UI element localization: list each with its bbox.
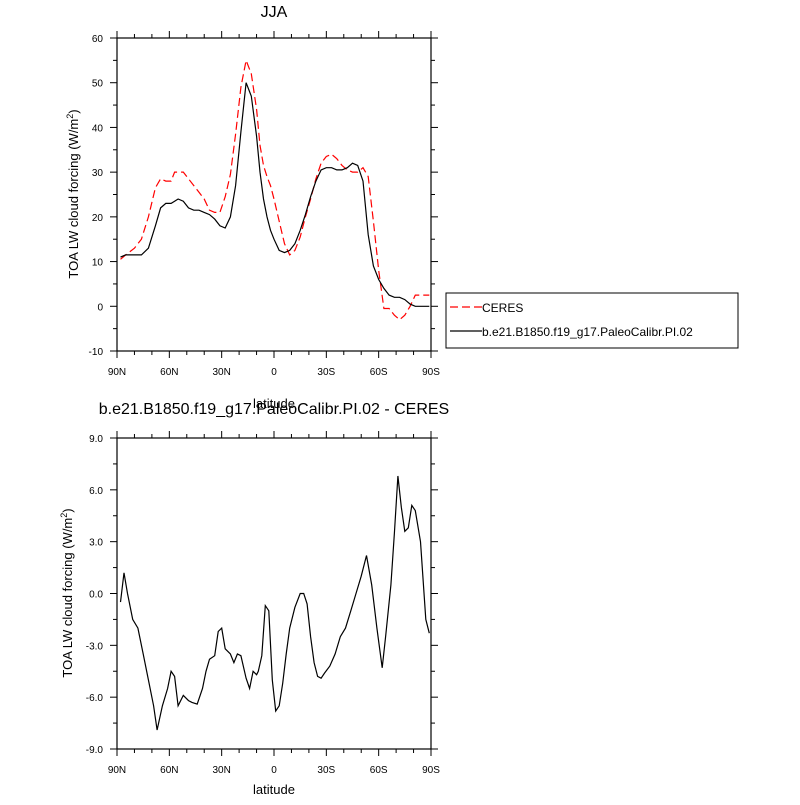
x-tick-label: 30N	[212, 765, 230, 776]
x-tick-label: 30S	[317, 367, 335, 378]
x-tick-label: 30S	[317, 765, 335, 776]
plot-frame	[116, 37, 432, 352]
x-tick-label: 60N	[160, 765, 178, 776]
upper-panel: JJA -10 0 10 20 30 40 50 60 90N 60N 30N 0 30S 60S 90S la…	[65, 4, 739, 411]
y-tick-label: 60	[92, 34, 104, 45]
x-axis-label: latitude	[253, 782, 295, 797]
y-tick-label: 0.0	[89, 590, 103, 601]
x-tick-label: 30N	[212, 367, 230, 378]
x-tick-label: 60N	[160, 367, 178, 378]
y-tick-label: 6.0	[89, 486, 103, 497]
series-line-1	[120, 82, 430, 307]
y-axis-label: TOA LW cloud forcing (W/m2)	[65, 109, 81, 278]
y-tick-label: -6.0	[86, 693, 104, 704]
x-tick-label: 0	[271, 367, 277, 378]
x-tick-label: 60S	[370, 765, 388, 776]
y-tick-label: -10	[89, 347, 104, 358]
x-tick-label: 90N	[108, 765, 126, 776]
legend-label-1: b.e21.B1850.f19_g17.PaleoCalibr.PI.02	[482, 325, 693, 339]
lower-panel: b.e21.B1850.f19_g17.PaleoCalibr.PI.02 - …	[59, 401, 449, 797]
x-tick-label: 90N	[108, 367, 126, 378]
y-tick-label: 9.0	[89, 434, 103, 445]
x-axis-label: latitude	[253, 396, 295, 411]
x-tick-label: 0	[271, 765, 277, 776]
x-tick-label: 60S	[370, 367, 388, 378]
y-tick-label: 0	[97, 302, 103, 313]
y-tick-label: 30	[92, 168, 104, 179]
legend-box	[445, 292, 739, 349]
y-tick-label: 3.0	[89, 538, 103, 549]
y-tick-label: 10	[92, 258, 104, 269]
series-line-0	[119, 475, 430, 731]
plot-frame	[116, 437, 432, 750]
chart-title: b.e21.B1850.f19_g17.PaleoCalibr.PI.02 - …	[99, 401, 449, 418]
y-tick-label: 50	[92, 79, 104, 90]
x-tick-label: 90S	[422, 367, 440, 378]
y-axis-label: TOA LW cloud forcing (W/m2)	[59, 508, 75, 677]
legend-label-0: CERES	[482, 301, 523, 315]
chart-title: JJA	[261, 4, 288, 21]
y-tick-label: 20	[92, 213, 104, 224]
x-tick-label: 90S	[422, 765, 440, 776]
y-tick-label: -9.0	[86, 745, 104, 756]
series-line-0	[120, 58, 430, 321]
y-tick-label: 40	[92, 123, 104, 134]
y-tick-label: -3.0	[86, 641, 104, 652]
